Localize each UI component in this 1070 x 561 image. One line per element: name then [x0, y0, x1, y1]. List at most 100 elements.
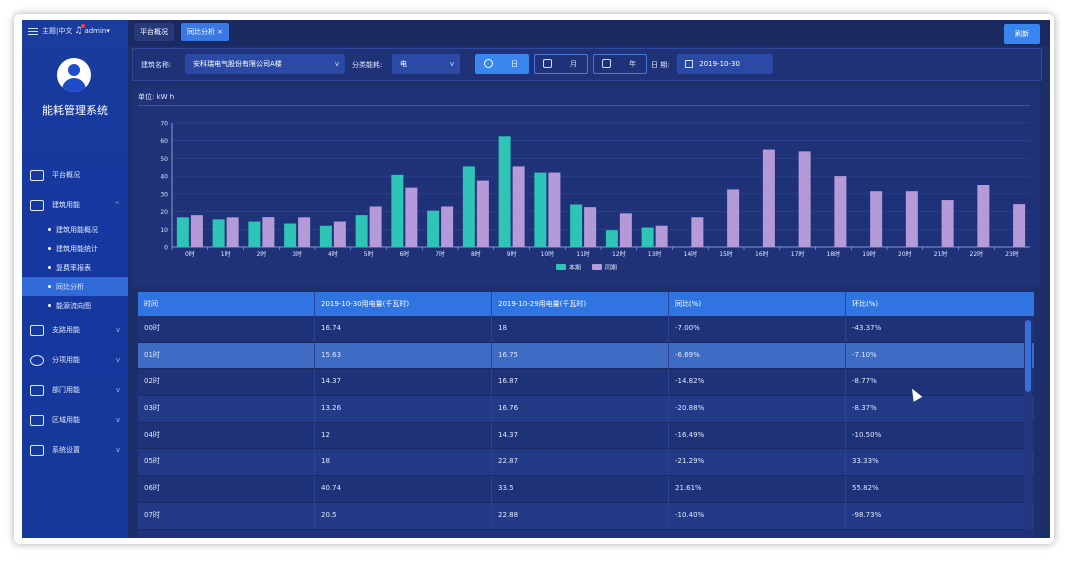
- bullet-icon: [48, 247, 51, 250]
- sidebar-subitem-building-statistics[interactable]: 建筑用能统计: [22, 239, 128, 258]
- x-tick-label: 15时: [719, 250, 733, 258]
- day-button-label: 日: [511, 60, 518, 68]
- cell-time: 04时: [138, 422, 315, 449]
- theme-link[interactable]: 主题: [42, 27, 56, 35]
- sidebar-nav: 平台概况 建筑用能 ^ 建筑用能概况 建筑用能统计 复费率报表 同比分析 能源流…: [22, 160, 128, 465]
- y-tick-label: 30: [160, 191, 168, 198]
- date-input-value: 2019-10-30: [699, 60, 740, 68]
- header-yoy[interactable]: 同比(%): [669, 292, 846, 316]
- tab-platform-overview[interactable]: 平台概况: [134, 23, 174, 41]
- cell-previous: 33.5: [492, 476, 669, 502]
- hamburger-menu-icon[interactable]: [28, 26, 38, 37]
- sidebar-item-system-settings[interactable]: 系统设置 v: [22, 435, 128, 465]
- header-mom[interactable]: 环比(%): [852, 300, 879, 308]
- sidebar-item-platform-overview[interactable]: 平台概况: [22, 160, 128, 190]
- sidebar-subitem-energy-flow[interactable]: 能源流向图: [22, 296, 128, 315]
- bell-icon[interactable]: ♫: [74, 24, 86, 36]
- bar-previous: [441, 206, 454, 247]
- scrollbar-thumb[interactable]: [1025, 320, 1031, 392]
- chevron-down-icon: v: [334, 60, 339, 68]
- bar-previous: [405, 187, 418, 247]
- x-tick-label: 22时: [970, 250, 984, 258]
- tab-bar: 平台概况 同比分析 × 刷新: [128, 20, 1050, 46]
- energy-type-select[interactable]: 电 v: [392, 54, 460, 74]
- building-select[interactable]: 安科瑞电气股份有限公司A楼 v: [185, 54, 345, 74]
- avatar: [57, 58, 91, 92]
- bar-previous: [762, 149, 775, 247]
- chevron-down-icon: v: [115, 326, 120, 334]
- table-row[interactable]: 03时 13.26 16.76 -20.88% -8.37%: [138, 396, 1034, 423]
- bar-previous: [727, 189, 740, 247]
- branch-icon: [30, 324, 44, 336]
- bullet-icon: [48, 266, 51, 269]
- x-tick-label: 3时: [292, 250, 302, 258]
- month-button-label: 月: [570, 60, 577, 68]
- sidebar-subitem-label: 同比分析: [56, 282, 84, 291]
- x-tick-label: 21时: [934, 250, 948, 258]
- bar-previous: [476, 180, 489, 247]
- legend-swatch: [592, 264, 602, 270]
- x-tick-label: 7时: [435, 250, 445, 258]
- day-button[interactable]: 日: [475, 54, 529, 74]
- building-select-value: 安科瑞电气股份有限公司A楼: [193, 60, 282, 68]
- table-row[interactable]: 07时 20.5 22.88 -10.40% -98.73%: [138, 502, 1034, 530]
- bar-previous: [655, 225, 668, 247]
- header-previous[interactable]: 2019-10-29用电量(千瓦时): [492, 292, 669, 316]
- bar-previous: [262, 217, 275, 247]
- month-button[interactable]: 月: [534, 54, 588, 74]
- unit-label: 单位: kW h: [138, 93, 175, 101]
- bar-previous: [333, 221, 346, 247]
- calendar-icon: [685, 60, 693, 68]
- y-tick-label: 20: [160, 209, 168, 216]
- sidebar-item-branch-energy[interactable]: 支路用能 v: [22, 315, 128, 345]
- table-row[interactable]: 06时 40.74 33.5 21.61% 55.82%: [138, 476, 1034, 503]
- date-label: 日 期:: [651, 61, 670, 69]
- cell-yoy: -10.40%: [669, 502, 846, 529]
- sidebar-item-area-energy[interactable]: 区域用能 v: [22, 405, 128, 435]
- cell-previous: 16.75: [492, 342, 669, 369]
- bar-previous: [548, 172, 561, 247]
- header-time[interactable]: 时间: [138, 292, 315, 316]
- x-tick-label: 5时: [364, 250, 374, 258]
- sidebar-item-itemized-energy[interactable]: 分项用能 v: [22, 345, 128, 375]
- sidebar-item-label: 支路用能: [52, 326, 80, 334]
- y-tick-label: 10: [160, 227, 168, 234]
- bar-previous: [298, 217, 311, 247]
- year-button[interactable]: 年: [593, 54, 647, 74]
- tab-yoy-analysis[interactable]: 同比分析 ×: [181, 23, 230, 41]
- sidebar-subitem-yoy-analysis[interactable]: 同比分析: [22, 277, 128, 296]
- user-name[interactable]: admin: [84, 27, 107, 35]
- separator: |: [56, 27, 59, 35]
- lightning-icon: [30, 354, 44, 366]
- table-row[interactable]: 05时 18 22.87 -21.29% 33.33%: [138, 449, 1034, 477]
- bar-current: [462, 166, 475, 247]
- refresh-button[interactable]: 刷新: [1004, 24, 1040, 44]
- table-row[interactable]: 04时 12 14.37 -16.49% -10.50%: [138, 422, 1034, 450]
- legend-label: 本期: [569, 264, 581, 272]
- table-row[interactable]: 02时 14.37 16.87 -14.82% -8.77%: [138, 369, 1034, 397]
- bar-previous: [1013, 204, 1026, 247]
- sidebar-item-building-energy[interactable]: 建筑用能 ^: [22, 190, 128, 220]
- table-scrollbar[interactable]: [1024, 320, 1032, 530]
- date-input[interactable]: 2019-10-30: [677, 54, 773, 74]
- user-dropdown-icon[interactable]: ▾: [106, 27, 110, 35]
- table-body: 00时 16.74 18 -7.00% -43.37% 01时 15.63 16.75 -6.6…: [138, 316, 1034, 530]
- header-current[interactable]: 2019-10-30用电量(千瓦时): [315, 292, 492, 316]
- cell-previous: 18: [492, 316, 669, 342]
- language-link[interactable]: 中文: [58, 27, 73, 35]
- cell-mom: 33.33%: [852, 457, 879, 466]
- cell-mom: -8.37%: [852, 404, 877, 413]
- x-tick-label: 6时: [399, 250, 409, 258]
- cell-previous: 14.37: [492, 422, 669, 449]
- cell-current: 15.63: [315, 342, 492, 369]
- table-row[interactable]: 00时 16.74 18 -7.00% -43.37%: [138, 316, 1034, 343]
- table-row[interactable]: 01时 15.63 16.75 -6.69% -7.10%: [138, 342, 1034, 370]
- sidebar-subitem-building-overview[interactable]: 建筑用能概况: [22, 220, 128, 239]
- cell-yoy: -14.82%: [669, 369, 846, 396]
- sidebar-subitem-multi-rate-report[interactable]: 复费率报表: [22, 258, 128, 277]
- area-icon: [30, 414, 44, 426]
- cell-current: 14.37: [315, 369, 492, 396]
- sidebar-item-department-energy[interactable]: 部门用能 v: [22, 375, 128, 405]
- cell-current: 13.26: [315, 396, 492, 422]
- system-title: 能耗管理系统: [42, 104, 108, 117]
